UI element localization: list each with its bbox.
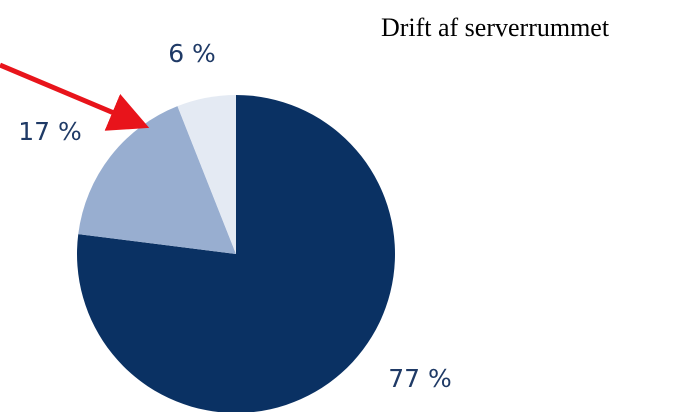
slice-label: 6 % [168, 39, 216, 68]
slice-label: 17 % [18, 117, 82, 146]
slice [78, 106, 237, 255]
slice [77, 95, 395, 412]
slice [177, 95, 236, 254]
arrow [0, 62, 150, 131]
chart-title: Drift af serverrummet [381, 13, 610, 42]
slice-label: 77 % [388, 364, 452, 393]
pie [77, 95, 395, 412]
